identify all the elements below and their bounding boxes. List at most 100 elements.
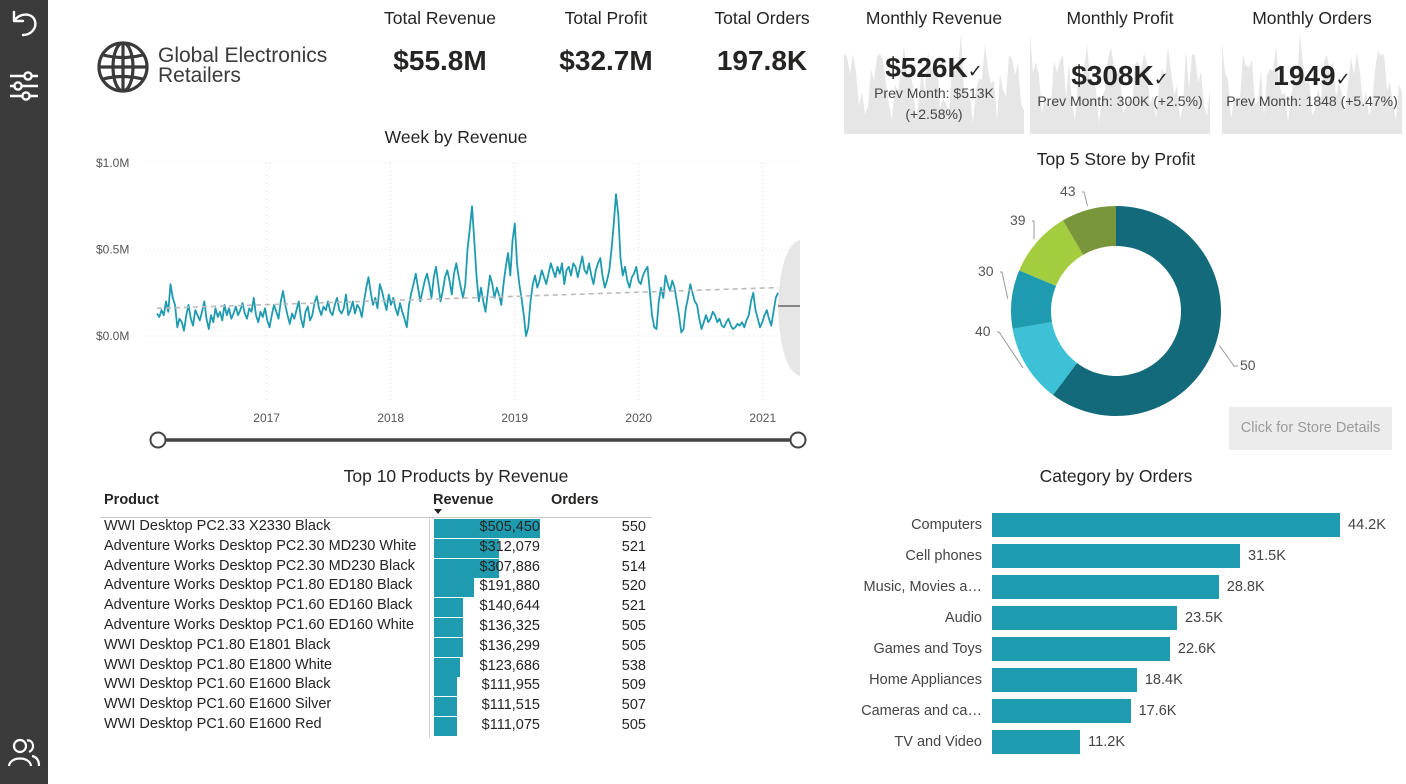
kpi-total-profit-value: $32.7M (559, 45, 653, 76)
col-header-orders[interactable]: Orders (551, 492, 599, 508)
table-column-divider (429, 518, 430, 738)
slider-start-handle[interactable] (149, 431, 167, 449)
kpi-total-orders-title: Total Orders (714, 8, 810, 28)
category-bar[interactable] (992, 606, 1178, 630)
col-header-product[interactable]: Product (104, 492, 159, 508)
kpi-total-profit-title: Total Profit (564, 8, 648, 28)
table-row[interactable]: Adventure Works Desktop PC1.60 ED160 Bla… (100, 597, 660, 618)
monthly-profit-amount: $308K (1071, 60, 1154, 91)
sparkline-area (1030, 34, 1210, 134)
users-icon[interactable] (6, 734, 42, 770)
orders-value: 521 (621, 598, 646, 615)
revenue-value: $111,515 (481, 697, 540, 714)
table-row[interactable]: WWI Desktop PC1.80 E1801 Black $136,299 50… (100, 637, 660, 657)
category-bar[interactable] (992, 637, 1170, 661)
y-tick-label: $1.0M (96, 156, 129, 170)
product-name: WWI Desktop PC1.60 E1600 Black (104, 676, 331, 693)
revenue-databar (434, 697, 458, 717)
category-value-label: 31.5K (1248, 548, 1286, 564)
monthly-revenue-prev-line1: Prev Month: $513K (874, 85, 994, 101)
revenue-value: $136,299 (479, 637, 540, 654)
kpi-total-revenue-value: $55.8M (393, 45, 487, 76)
table-row[interactable]: Adventure Works Desktop PC2.30 MD230 Bla… (100, 558, 660, 578)
table-row[interactable]: WWI Desktop PC1.80 E1800 White $123,686 53… (100, 657, 660, 677)
orders-value: 509 (621, 677, 646, 694)
category-bar[interactable] (992, 544, 1240, 568)
product-name: Adventure Works Desktop PC2.30 MD230 Whi… (104, 537, 417, 554)
category-value-label: 17.6K (1138, 703, 1177, 719)
table-row[interactable]: WWI Desktop PC1.60 E1600 Black $111,955 50… (100, 676, 660, 697)
donut-slice[interactable] (1053, 206, 1221, 416)
col-header-revenue[interactable]: Revenue (433, 492, 494, 508)
orders-value: 514 (621, 558, 646, 575)
product-name: WWI Desktop PC1.80 E1800 White (104, 656, 333, 673)
revenue-databar (434, 519, 540, 538)
product-name: WWI Desktop PC1.80 E1801 Black (104, 636, 331, 653)
monthly-profit-value: $308K✓ (1030, 60, 1210, 92)
orders-value: 505 (621, 618, 646, 634)
brand-line2: Retailers (158, 64, 241, 87)
donut-slice[interactable] (1019, 220, 1084, 286)
revenue-databar (434, 598, 464, 618)
orders-value: 505 (621, 717, 646, 733)
kpi-total-revenue-title: Total Revenue (384, 8, 496, 28)
product-name: WWI Desktop PC1.60 E1600 Silver (104, 696, 332, 713)
product-name: Adventure Works Desktop PC1.60 ED160 Bla… (104, 597, 413, 614)
x-tick-label: 2021 (749, 411, 776, 425)
forecast-band (778, 240, 800, 376)
undo-arrow-icon[interactable] (6, 4, 42, 40)
revenue-value: $123,686 (479, 657, 540, 674)
category-bar[interactable] (992, 513, 1340, 537)
donut-chart-title: Top 5 Store by Profit (1036, 149, 1196, 169)
donut-slice[interactable] (1012, 322, 1078, 396)
product-name: WWI Desktop PC2.33 X2330 Black (104, 518, 331, 534)
monthly-revenue-value: $526K✓ (844, 52, 1024, 84)
slice-leader-line (1218, 345, 1238, 367)
store-details-button[interactable]: Click for Store Details (1229, 407, 1392, 450)
monthly-revenue-prev-line2: (+2.58%) (905, 106, 963, 122)
table-row[interactable]: Adventure Works Desktop PC1.80 ED180 Bla… (100, 577, 660, 598)
table-row[interactable]: WWI Desktop PC2.33 X2330 Black $505,450 55… (100, 518, 660, 538)
orders-value: 538 (621, 657, 646, 674)
revenue-value: $140,644 (479, 598, 540, 615)
check-icon: ✓ (967, 61, 983, 81)
monthly-orders-prev: Prev Month: 1848 (+5.47%) (1226, 93, 1398, 109)
sliders-icon[interactable] (6, 68, 42, 104)
x-tick-label: 2020 (625, 411, 652, 425)
slice-leader-line (1082, 191, 1088, 206)
table-title: Top 10 Products by Revenue (343, 466, 569, 486)
revenue-databar (434, 618, 463, 637)
revenue-databar (434, 717, 458, 736)
bar-chart-title: Category by Orders (1039, 466, 1193, 486)
category-value-label: 28.8K (1226, 579, 1265, 595)
table-row[interactable]: WWI Desktop PC1.60 E1600 Silver $111,515 5… (100, 696, 660, 717)
category-bar[interactable] (992, 575, 1219, 599)
line-chart-title: Week by Revenue (384, 127, 528, 147)
category-bar[interactable] (992, 699, 1131, 723)
category-label: TV and Video (894, 734, 982, 750)
check-icon: ✓ (1335, 69, 1351, 89)
x-tick-label: 2018 (377, 411, 404, 425)
table-row[interactable]: Adventure Works Desktop PC1.60 ED160 Whi… (100, 617, 660, 637)
orders-value: 507 (621, 697, 646, 714)
week-revenue-chart[interactable]: $1.0M $0.5M $0.0M 2017 2018 2019 2020 2021 (90, 148, 810, 458)
trend-line (156, 286, 779, 310)
slider-end-handle[interactable] (789, 431, 807, 449)
store-profit-donut[interactable]: 50 40 30 39 43 (940, 170, 1300, 430)
donut-slice[interactable] (1062, 206, 1116, 255)
donut-slice[interactable] (1011, 270, 1057, 329)
product-name: WWI Desktop PC1.60 E1600 Red (104, 716, 322, 732)
monthly-orders-title: Monthly Orders (1252, 8, 1372, 28)
sort-desc-icon (434, 509, 442, 514)
slice-label: 50 (1240, 357, 1256, 373)
table-row[interactable]: Adventure Works Desktop PC2.30 MD230 Whi… (100, 538, 660, 558)
check-icon: ✓ (1153, 69, 1169, 89)
category-bar[interactable] (992, 668, 1137, 692)
product-name: Adventure Works Desktop PC1.60 ED160 Whi… (104, 617, 415, 633)
revenue-databar (434, 677, 458, 697)
table-row[interactable]: WWI Desktop PC1.60 E1600 Red $111,075 505 (100, 716, 660, 736)
revenue-databar (434, 558, 499, 578)
category-bar[interactable] (992, 730, 1081, 754)
category-label: Audio (944, 610, 982, 626)
x-tick-label: 2019 (501, 411, 528, 425)
